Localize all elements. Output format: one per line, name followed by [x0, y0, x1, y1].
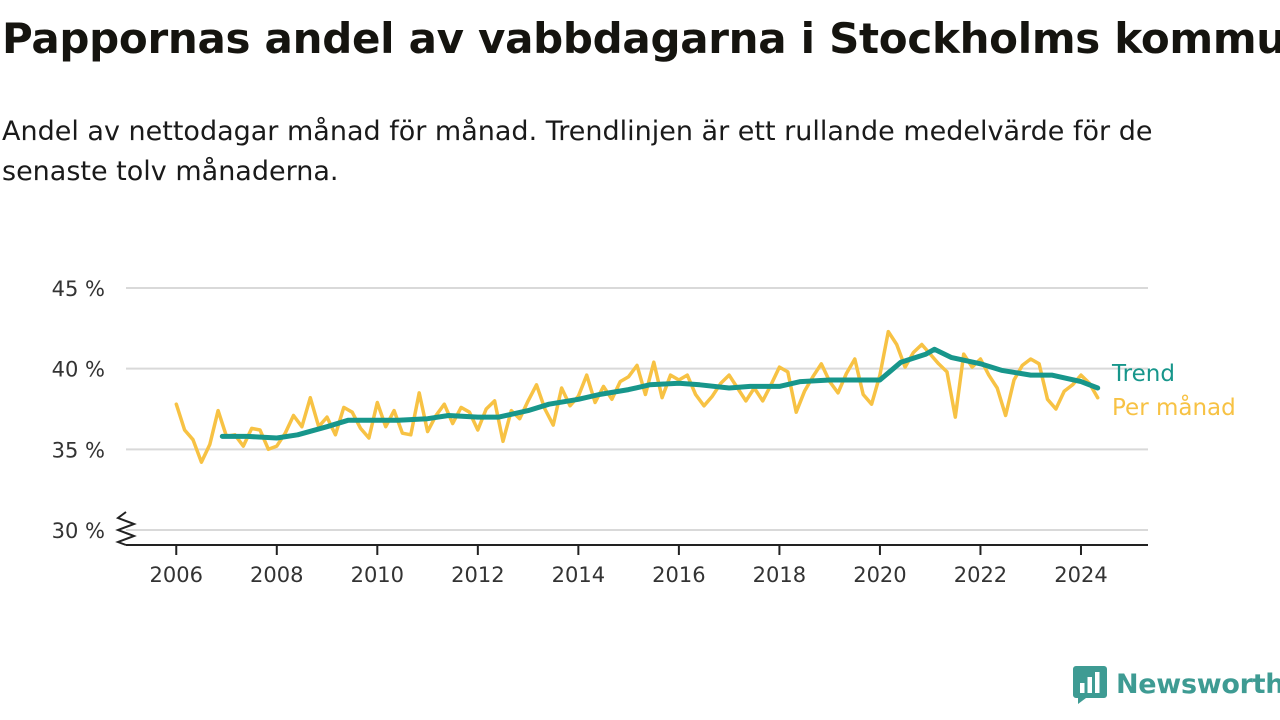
x-axis-ticks: 2006 2008 2010 2012 2014 2016 2018 2020 2022 2024	[150, 545, 1108, 587]
y-tick-label: 40 %	[52, 358, 105, 382]
x-tick-label: 2024	[1054, 563, 1107, 587]
x-tick-label: 2018	[753, 563, 806, 587]
brand-name: Newsworthy	[1116, 668, 1280, 700]
x-tick-label: 2010	[351, 563, 404, 587]
x-tick-label: 2014	[552, 563, 605, 587]
series-labels: Per månad Trend	[1111, 361, 1236, 421]
newsworthy-bar-chart-logo-icon	[1073, 666, 1107, 704]
x-tick-label: 2020	[853, 563, 906, 587]
monthly-label: Per månad	[1112, 393, 1236, 421]
newsworthy-logo: Newsworthy	[1072, 664, 1280, 704]
grid-lines	[126, 287, 1148, 531]
monthly-line	[174, 329, 1100, 464]
y-tick-label: 30 %	[52, 519, 105, 543]
trend-label: Trend	[1111, 361, 1175, 387]
x-tick-label: 2006	[150, 563, 203, 587]
x-tick-label: 2008	[250, 563, 303, 587]
x-axis	[115, 511, 1148, 546]
y-axis-tick-labels: 30 % 35 % 40 % 45 %	[52, 277, 105, 543]
chart-subtitle: Andel av nettodagar månad för månad. Tre…	[2, 116, 1153, 187]
trend-line	[219, 346, 1101, 441]
series-lines	[174, 329, 1101, 464]
y-tick-label: 35 %	[52, 438, 105, 462]
chart-title: Pappornas andel av vabbdagarna i Stockho…	[2, 14, 1280, 63]
x-tick-label: 2012	[451, 563, 504, 587]
x-tick-label: 2022	[954, 563, 1007, 587]
x-tick-label: 2016	[652, 563, 705, 587]
y-tick-label: 45 %	[52, 277, 105, 301]
axis-break-icon	[115, 511, 137, 546]
